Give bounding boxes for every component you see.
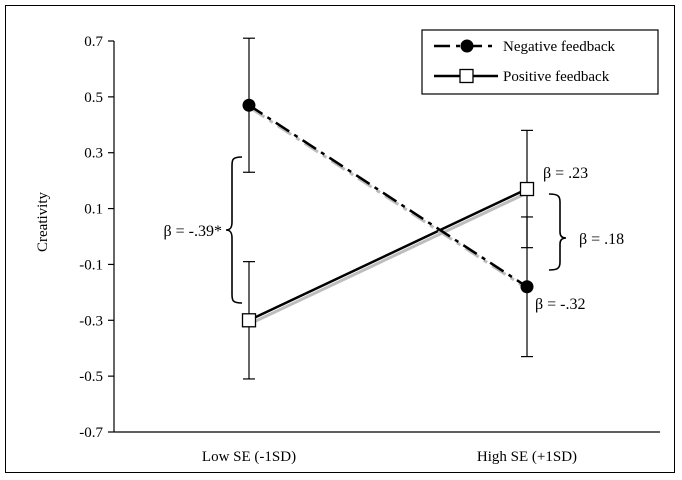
positive-feedback-line-shadow <box>250 190 530 325</box>
legend-negative-marker <box>460 39 474 53</box>
positive-feedback-line <box>248 187 528 322</box>
x-tick-label-high-se: High SE (+1SD) <box>477 449 577 465</box>
legend-positive-marker <box>459 68 474 84</box>
low-se-brace <box>225 156 243 304</box>
annotation-positive-slope-beta: β = .23 <box>543 165 588 182</box>
positive-feedback-point <box>519 181 535 197</box>
annotation-negative-slope-beta: β = -.32 <box>535 296 586 313</box>
positive-feedback-point <box>241 313 257 328</box>
y-tick-label: -0.7 <box>79 425 103 441</box>
negative-feedback-point <box>242 98 256 112</box>
y-tick-label: 0.5 <box>84 90 103 106</box>
annotation-low-se-beta: β = -.39* <box>164 223 223 240</box>
legend-positive-label: Positive feedback <box>503 69 610 85</box>
y-tick-label: -0.1 <box>79 257 103 273</box>
x-tick-label-low-se: Low SE (-1SD) <box>202 449 296 465</box>
annotation-high-se-beta: β = .18 <box>579 231 624 248</box>
negative-feedback-line <box>248 104 528 288</box>
legend-box <box>421 29 659 95</box>
negative-feedback-line-shadow <box>250 106 530 292</box>
series-negative-feedback <box>242 37 534 358</box>
y-tick-label: 0.1 <box>84 202 103 218</box>
y-axis-title: Creativity <box>35 192 51 252</box>
legend-negative-label: Negative feedback <box>503 39 616 55</box>
y-tick-label: -0.5 <box>79 369 103 385</box>
y-tick-label: -0.3 <box>79 313 103 329</box>
negative-feedback-point <box>520 280 534 294</box>
legend: Negative feedback Positive feedback <box>421 29 659 95</box>
high-se-brace <box>548 193 567 271</box>
series-positive-feedback <box>241 129 535 380</box>
y-ticks: 0.7 0.5 0.3 0.1 -0.1 -0.3 -0.5 -0.7 <box>79 34 114 441</box>
y-tick-label: 0.7 <box>84 34 103 50</box>
y-tick-label: 0.3 <box>84 146 103 162</box>
